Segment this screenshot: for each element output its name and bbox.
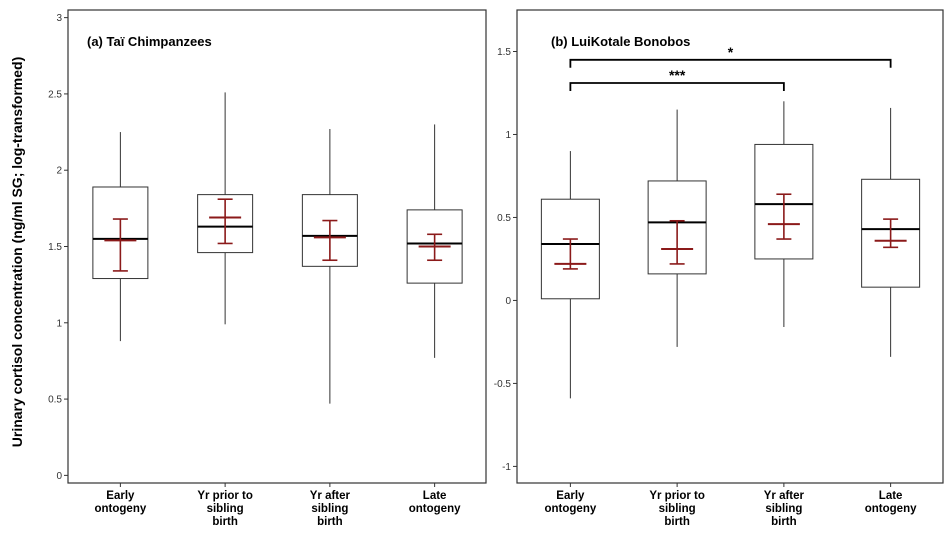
x-tick-label: Yr after xyxy=(310,490,351,502)
y-tick-label: 2 xyxy=(56,166,62,177)
box-iqr xyxy=(754,143,814,260)
y-tick-label: 1 xyxy=(56,318,62,329)
x-tick-label: ontogeny xyxy=(865,503,917,515)
x-tick-label: Early xyxy=(556,490,585,502)
y-tick-label: 0 xyxy=(505,296,511,307)
x-tick-label: ontogeny xyxy=(409,503,461,515)
x-tick-label: birth xyxy=(664,516,690,528)
x-tick-label: birth xyxy=(771,516,797,528)
panel-b-title: (b) LuiKotale Bonobos xyxy=(551,34,690,49)
panel-a-chimpanzees: (a) Taï Chimpanzees 00.511.522.53Earlyon… xyxy=(48,9,487,528)
y-tick-label: 1 xyxy=(505,130,511,141)
y-tick-label: 1.5 xyxy=(497,47,511,58)
panel-b-bonobos: (b) LuiKotale Bonobos -1 -0.5 0 0.5 1 1.5 Earl… xyxy=(494,9,944,528)
y-tick-label: -1 xyxy=(502,462,511,473)
x-tick-label: sibling xyxy=(207,503,244,515)
x-tick-label: Yr prior to xyxy=(649,490,705,502)
box-iqr xyxy=(861,178,921,288)
x-tick-label: Yr prior to xyxy=(197,490,253,502)
significance-bracket xyxy=(569,58,892,68)
x-tick-label: birth xyxy=(317,516,343,528)
x-tick-label: ontogeny xyxy=(95,503,147,515)
box-iqr xyxy=(92,186,149,280)
box-iqr xyxy=(647,180,707,275)
x-tick-label: Early xyxy=(106,490,135,502)
significance-label: * xyxy=(728,44,734,60)
box-iqr xyxy=(540,198,600,300)
y-tick-label: 0.5 xyxy=(48,395,62,406)
significance-bracket xyxy=(569,82,785,92)
y-tick-label: 3 xyxy=(56,13,62,24)
significance-label: *** xyxy=(669,67,686,83)
x-tick-label: Late xyxy=(423,490,447,502)
x-tick-label: Late xyxy=(879,490,903,502)
x-tick-label: ontogeny xyxy=(545,503,597,515)
y-tick-label: -0.5 xyxy=(494,379,512,390)
y-tick-label: 1.5 xyxy=(48,242,62,253)
box-iqr xyxy=(197,194,254,254)
y-tick-label: 2.5 xyxy=(48,89,62,100)
x-tick-label: sibling xyxy=(765,503,802,515)
y-tick-label: 0 xyxy=(56,471,62,482)
y-axis-label: Urinary cortisol concentration (ng/ml SG… xyxy=(9,57,25,447)
x-tick-label: sibling xyxy=(659,503,696,515)
x-tick-label: sibling xyxy=(311,503,348,515)
plot-frame xyxy=(516,9,944,484)
x-tick-label: Yr after xyxy=(764,490,805,502)
box-iqr xyxy=(301,194,358,267)
y-tick-label: 0.5 xyxy=(497,213,511,224)
x-tick-label: birth xyxy=(212,516,238,528)
box-iqr xyxy=(406,209,463,284)
panel-a-title: (a) Taï Chimpanzees xyxy=(87,34,212,49)
